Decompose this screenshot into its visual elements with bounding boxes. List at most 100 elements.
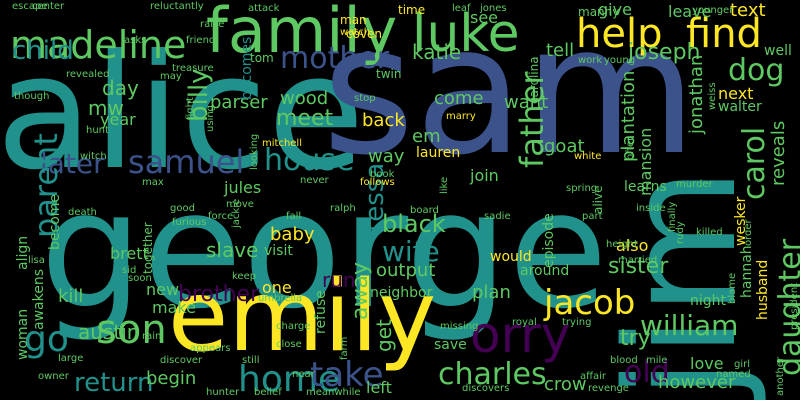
word-blood: blood <box>610 355 638 366</box>
word-never: never <box>300 175 329 186</box>
word-spring: spring <box>566 183 598 194</box>
word-escape: escape <box>12 1 48 12</box>
word-sadie: sadie <box>484 211 511 222</box>
word-sister: sister <box>608 254 669 279</box>
word-order: order <box>743 219 754 246</box>
word-help: help <box>576 11 663 57</box>
word-house: house <box>264 143 355 178</box>
word-book: book <box>370 169 395 180</box>
word-baby: baby <box>270 224 315 245</box>
word-lisa: lisa <box>28 255 45 266</box>
word-blame: blame <box>727 272 738 304</box>
word-missing: missing <box>440 321 479 332</box>
word-hunter: hunter <box>206 387 240 398</box>
word-alive: alive <box>591 185 605 214</box>
word-offer: offer <box>625 136 636 160</box>
word-royal: royal <box>512 317 537 328</box>
word-weiss: weiss <box>707 82 718 110</box>
word-sid: sid <box>122 265 137 276</box>
word-death: death <box>68 207 97 218</box>
word-married: married <box>618 255 658 266</box>
word-man: man <box>340 13 367 27</box>
word-save: save <box>434 337 467 353</box>
word-old: old <box>624 355 670 390</box>
word-wife: wife <box>382 235 440 268</box>
word-fall: fall <box>286 211 302 222</box>
word-move: move <box>226 199 254 210</box>
word-want: want <box>504 92 549 113</box>
word-go: go <box>24 319 69 360</box>
word-together: together <box>141 222 155 274</box>
word-katie: katie <box>412 40 462 64</box>
word-home: home <box>238 359 341 400</box>
word-witch: witch <box>80 151 107 162</box>
word-return: return <box>74 368 154 398</box>
word-time: time <box>398 3 426 17</box>
word-new: new <box>146 280 180 299</box>
word-appears: appears <box>190 343 231 354</box>
word-black: black <box>382 210 446 238</box>
word-plan: plan <box>472 282 511 303</box>
word-trying: trying <box>562 317 592 328</box>
word-work: work <box>578 55 603 66</box>
word-however: however <box>658 372 736 393</box>
word-friend: friend <box>186 35 216 46</box>
word-awakens: awakens <box>31 269 47 330</box>
word-coven: coven <box>346 27 383 41</box>
word-begin: begin <box>146 368 197 389</box>
word-reveals: reveals <box>768 120 789 186</box>
word-goat: goat <box>544 136 585 157</box>
word-revenge: revenge <box>588 383 629 394</box>
word-charge: charge <box>276 321 311 332</box>
word-come: come <box>434 88 484 109</box>
word-give: give <box>598 0 632 19</box>
word-jacob: jacob <box>544 283 636 323</box>
word-fight: fight <box>185 97 196 120</box>
word-young: young <box>604 55 636 66</box>
word-good: good <box>170 203 195 214</box>
word-orry: orry <box>470 306 571 364</box>
word-husband: husband <box>755 259 771 320</box>
word-close: close <box>276 339 302 350</box>
word-girl: girl <box>734 359 751 370</box>
word-follows: follows <box>360 177 395 188</box>
word-rain: rain <box>142 331 162 342</box>
word-stop: stop <box>354 93 376 104</box>
word-hannah: hannah <box>739 245 755 298</box>
word-see: see <box>470 8 499 27</box>
word-dog: dog <box>728 53 785 88</box>
word-farm: farm <box>339 336 350 360</box>
word-mile: mile <box>646 355 668 366</box>
word-parser: parser <box>210 92 268 113</box>
word-one: one <box>262 278 292 297</box>
word-samuel: samuel <box>128 143 245 181</box>
word-family: family <box>206 0 398 67</box>
word-william: william <box>640 309 739 342</box>
word-sam: sam <box>322 0 698 194</box>
word-lauren: lauren <box>416 145 461 161</box>
word-jackie: jackie <box>231 198 242 228</box>
word-leave: leave <box>668 2 712 21</box>
word-carolina: carolina <box>527 56 541 104</box>
word-george: george <box>40 157 608 345</box>
word-find: find <box>686 11 762 57</box>
word-white: white <box>574 151 602 162</box>
word-jones: jones <box>480 3 507 14</box>
word-wood: wood <box>280 88 329 109</box>
word-em: em <box>412 126 441 147</box>
word-mother: mother <box>280 41 390 76</box>
word-owner: owner <box>38 371 69 382</box>
word-would: would <box>490 249 532 265</box>
word-episode: episode <box>541 213 557 268</box>
word-jules: jules <box>224 178 262 197</box>
word-day: day <box>102 76 139 100</box>
word-watch: watch <box>340 27 371 38</box>
word-though: though <box>14 91 50 102</box>
word-brett: brett <box>110 244 149 263</box>
word-rudy: rudy <box>675 221 686 244</box>
word-left: left <box>366 378 392 397</box>
word-discover: discover <box>160 355 203 366</box>
word-neighbor: neighbor <box>370 285 433 301</box>
word-belief: belief <box>254 387 282 398</box>
